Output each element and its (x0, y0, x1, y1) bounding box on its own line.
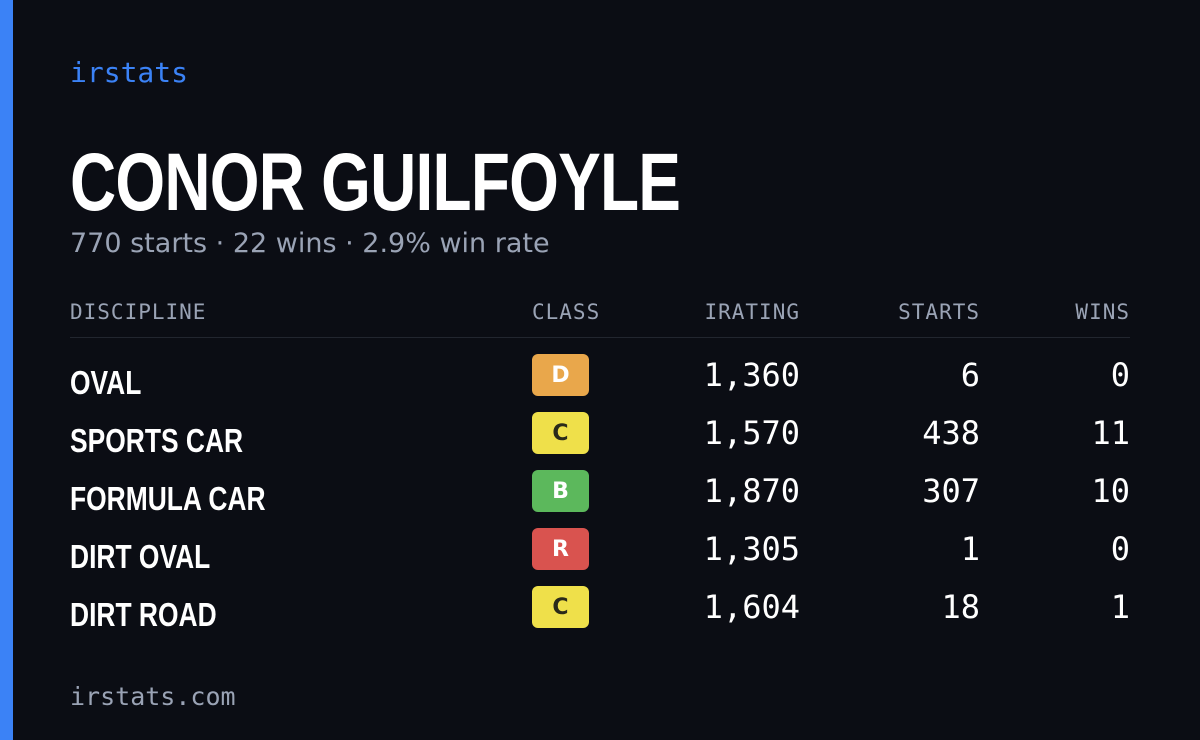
wins: 0 (1110, 356, 1130, 394)
discipline: DIRT OVAL (70, 538, 211, 575)
header-rule (70, 337, 1130, 338)
driver-summary: 770 starts · 22 wins · 2.9% win rate (70, 228, 550, 259)
class-badge: R (532, 528, 589, 570)
driver-name: CONOR GUILFOYLE (70, 137, 681, 228)
footer: irstats.com (70, 682, 236, 711)
column-header: CLASS (532, 300, 601, 324)
irating: 1,360 (703, 356, 800, 394)
irating: 1,604 (703, 588, 800, 626)
class-badge: C (532, 586, 589, 628)
wins: 11 (1091, 414, 1130, 452)
discipline: DIRT ROAD (70, 596, 217, 633)
accent-bar (0, 0, 13, 740)
starts: 307 (922, 472, 980, 510)
column-header: WINS (1075, 300, 1130, 324)
column-header: IRATING (704, 300, 800, 324)
irating: 1,305 (703, 530, 800, 568)
discipline: SPORTS CAR (70, 422, 244, 459)
class-badge: B (532, 470, 589, 512)
column-header: DISCIPLINE (70, 300, 207, 324)
column-header: STARTS (898, 300, 980, 324)
discipline: FORMULA CAR (70, 480, 266, 517)
wins: 1 (1110, 588, 1130, 626)
class-badge: C (532, 412, 589, 454)
discipline: OVAL (70, 364, 142, 401)
wins: 10 (1091, 472, 1130, 510)
starts: 6 (960, 356, 980, 394)
starts: 438 (922, 414, 980, 452)
irating: 1,570 (703, 414, 800, 452)
wins: 0 (1110, 530, 1130, 568)
irating: 1,870 (703, 472, 800, 510)
brand: irstats (70, 56, 189, 89)
starts: 18 (941, 588, 980, 626)
class-badge: D (532, 354, 589, 396)
starts: 1 (960, 530, 980, 568)
